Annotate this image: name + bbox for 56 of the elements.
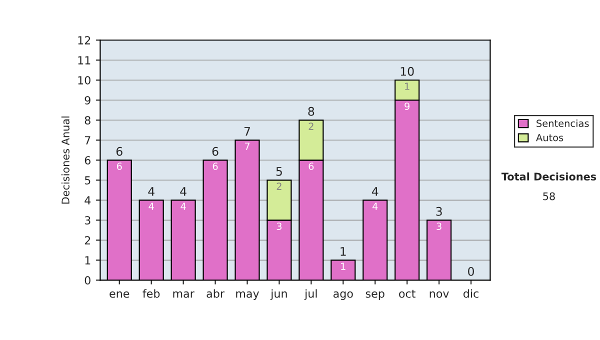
- data-label: 3: [276, 222, 282, 230]
- total-label: 10: [400, 66, 414, 76]
- y-axis-title: Decisiones Anual: [61, 116, 70, 204]
- total-label: 8: [308, 106, 314, 116]
- data-label: 2: [276, 182, 282, 190]
- legend-label: Sentencias: [536, 119, 589, 128]
- legend-label: Autos: [536, 134, 564, 142]
- total-label: 3: [436, 206, 442, 216]
- y-tick-label: 0: [84, 276, 90, 285]
- x-tick-label: ago: [333, 291, 353, 300]
- total-label: 4: [180, 187, 186, 196]
- text: Total Decisiones: [501, 172, 596, 180]
- data-label: 6: [212, 162, 218, 170]
- data-label: 9: [404, 102, 410, 110]
- data-label: 4: [372, 202, 378, 210]
- y-tick-label: 3: [84, 216, 90, 225]
- data-label: 6: [116, 162, 122, 170]
- x-tick-label: ene: [110, 291, 130, 298]
- x-tick-label: jun: [270, 289, 287, 300]
- text: 58: [543, 192, 555, 200]
- data-label: 4: [148, 202, 154, 210]
- total-label: 5: [276, 167, 282, 176]
- y-tick-label: 9: [84, 96, 90, 105]
- x-tick-label: feb: [142, 289, 160, 298]
- total-label: 6: [212, 146, 218, 156]
- x-tick-label: nov: [430, 291, 449, 298]
- y-tick-label: 10: [78, 76, 90, 85]
- x-tick-label: may: [236, 291, 260, 300]
- data-label: 4: [180, 202, 186, 210]
- data-label: 2: [308, 122, 314, 130]
- y-tick-label: 7: [85, 136, 90, 144]
- data-label: 6: [308, 162, 314, 170]
- x-tick-label: sep: [366, 291, 384, 300]
- total-label: 6: [116, 146, 122, 156]
- x-tick-label: oct: [399, 290, 416, 298]
- data-label: 7: [244, 142, 250, 150]
- y-tick-label: 1: [85, 256, 90, 264]
- y-tick-label: 2: [84, 236, 90, 244]
- y-tick-label: 4: [84, 196, 91, 204]
- y-tick-label: 12: [78, 36, 90, 44]
- y-tick-label: 11: [78, 56, 90, 64]
- data-label: 1: [341, 262, 346, 270]
- x-tick-label: jul: [304, 289, 317, 300]
- y-tick-label: 5: [84, 176, 90, 185]
- x-tick-label: dic: [464, 289, 478, 298]
- data-label: 1: [405, 82, 410, 90]
- data-label: 3: [436, 222, 442, 230]
- total-label: 4: [148, 187, 154, 196]
- y-tick-label: 8: [84, 116, 90, 125]
- x-tick-label: mar: [173, 291, 194, 298]
- total-label: 1: [340, 247, 346, 256]
- total-label: 4: [372, 187, 378, 196]
- x-tick-label: abr: [206, 289, 224, 298]
- total-label: 0: [468, 266, 474, 276]
- y-tick-label: 6: [84, 156, 90, 165]
- total-label: 7: [244, 127, 250, 136]
